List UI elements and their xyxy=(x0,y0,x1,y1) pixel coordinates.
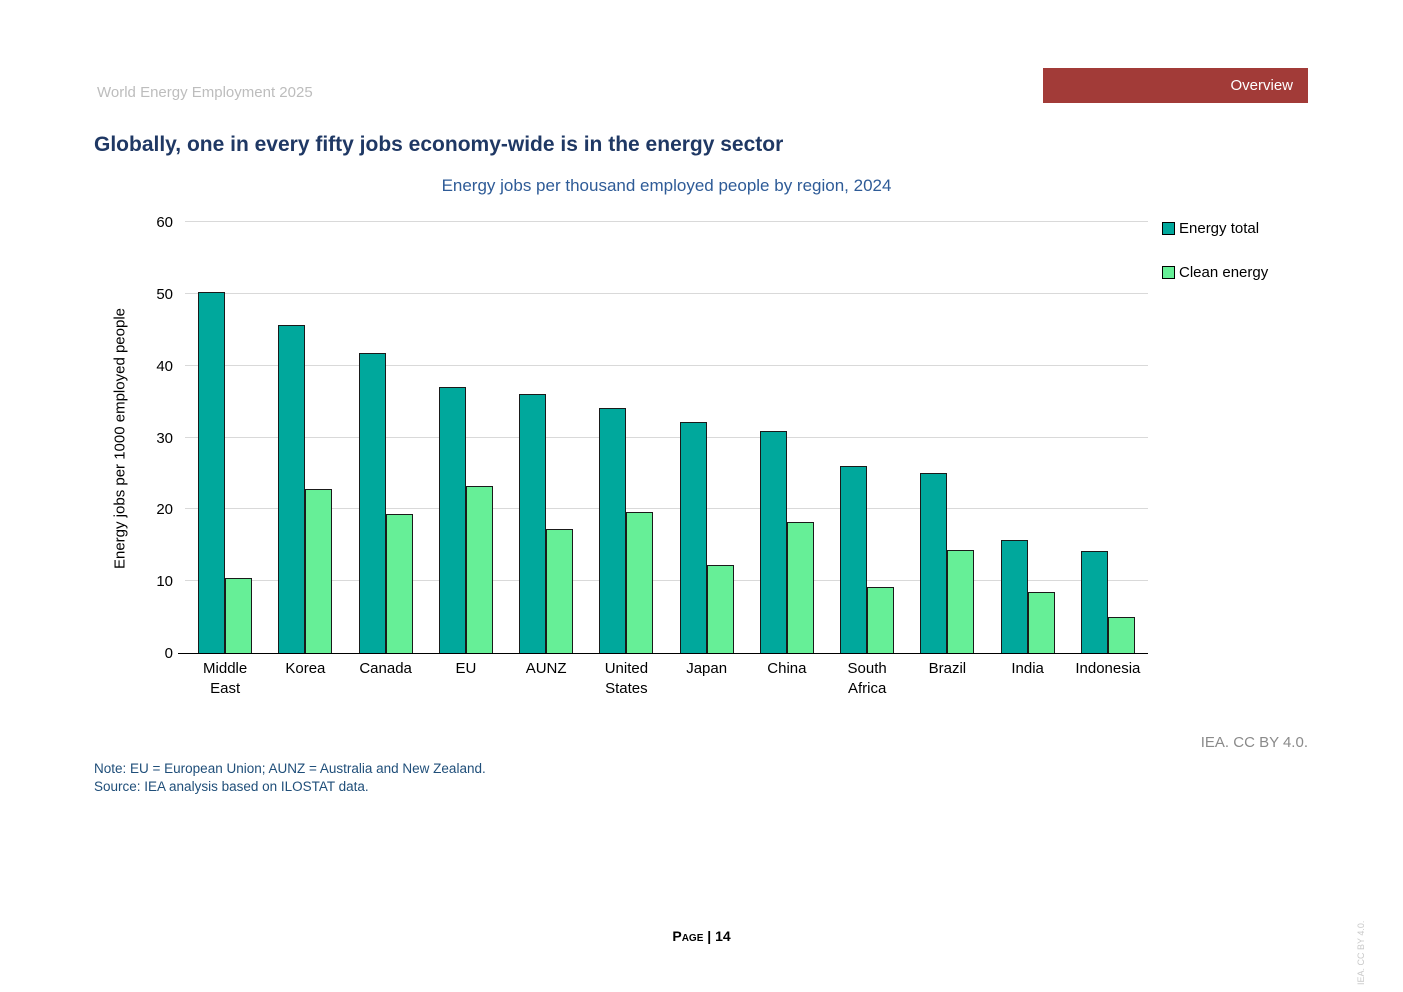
gridline-50 xyxy=(185,292,1148,294)
page-number: Page | 14 xyxy=(672,928,731,944)
bar-clean-energy-china xyxy=(786,521,814,653)
gridline-30 xyxy=(185,436,1148,438)
bar-energy-total-canada xyxy=(358,352,386,653)
gridline-40 xyxy=(185,364,1148,366)
energy-total-swatch-icon xyxy=(1162,222,1175,235)
x-category-label-eu: EU xyxy=(455,660,477,677)
y-tick-label-10: 10 xyxy=(156,573,173,591)
legend-item-energy-total[interactable]: Energy total xyxy=(1162,220,1268,237)
gridline-10 xyxy=(185,580,1148,582)
x-category-label-india: India xyxy=(1011,660,1044,677)
y-tick-label-50: 50 xyxy=(156,285,173,303)
legend: Energy total Clean energy xyxy=(1162,220,1268,308)
bar-energy-total-india xyxy=(1000,539,1028,653)
y-tick-label-20: 20 xyxy=(156,501,173,519)
y-tick-label-0: 0 xyxy=(164,645,173,662)
y-tick-label-60: 60 xyxy=(156,214,173,231)
legend-item-clean-energy[interactable]: Clean energy xyxy=(1162,264,1268,281)
chart-subtitle: Energy jobs per thousand employed people… xyxy=(441,176,892,195)
bar-energy-total-brazil xyxy=(920,473,948,653)
bar-energy-total-united-states xyxy=(599,408,627,653)
x-category-label-south-africa: South Africa xyxy=(847,660,887,697)
bar-clean-energy-middle-east xyxy=(225,577,253,653)
attribution: IEA. CC BY 4.0. xyxy=(1200,734,1308,751)
x-category-label-canada: Canada xyxy=(359,660,412,677)
bar-energy-total-eu xyxy=(438,387,466,653)
bar-clean-energy-indonesia xyxy=(1107,617,1135,653)
note-line: Note: EU = European Union; AUNZ = Austra… xyxy=(94,761,486,776)
bar-energy-total-middle-east xyxy=(198,292,226,653)
bar-clean-energy-eu xyxy=(465,486,493,653)
x-category-label-middle-east: Middle East xyxy=(203,660,248,697)
bar-clean-energy-united-states xyxy=(626,512,654,653)
overview-banner-label: Overview xyxy=(1230,77,1293,94)
y-axis-title: Energy jobs per 1000 employed people xyxy=(111,308,129,570)
y-tick-label-40: 40 xyxy=(156,357,173,375)
overview-banner[interactable]: Overview xyxy=(1043,68,1308,103)
bar-energy-total-japan xyxy=(679,422,707,653)
bar-clean-energy-korea xyxy=(305,489,333,653)
x-axis-line xyxy=(178,652,1148,654)
bar-clean-energy-south-africa xyxy=(867,586,895,653)
bar-energy-total-south-africa xyxy=(840,466,868,653)
report-title: World Energy Employment 2025 xyxy=(97,84,313,101)
bar-energy-total-aunz xyxy=(519,393,547,653)
bar-clean-energy-japan xyxy=(706,565,734,653)
y-tick-label-30: 30 xyxy=(156,429,173,447)
bar-clean-energy-india xyxy=(1027,591,1055,653)
x-category-label-indonesia: Indonesia xyxy=(1075,660,1141,677)
bar-energy-total-indonesia xyxy=(1080,551,1108,653)
x-category-label-united-states: United States xyxy=(604,660,649,697)
x-category-label-china: China xyxy=(767,660,807,677)
legend-label-energy-total: Energy total xyxy=(1179,220,1260,237)
gridline-20 xyxy=(185,508,1148,510)
bar-energy-total-korea xyxy=(278,325,306,653)
side-attribution: IEA. CC BY 4.0. xyxy=(1356,920,1366,985)
bar-clean-energy-aunz xyxy=(546,528,574,653)
page-title: Globally, one in every fifty jobs econom… xyxy=(94,133,784,156)
source-line: Source: IEA analysis based on ILOSTAT da… xyxy=(94,779,369,794)
plot-area: 0 10 20 30 40 50 60 Middle East Korea Canada EU AU… xyxy=(156,214,1148,697)
gridline-60 xyxy=(185,221,1148,222)
bar-clean-energy-canada xyxy=(385,513,413,653)
x-category-label-aunz: AUNZ xyxy=(525,660,567,677)
x-category-label-brazil: Brazil xyxy=(928,660,967,677)
clean-energy-swatch-icon xyxy=(1162,266,1175,279)
bar-energy-total-china xyxy=(759,431,787,653)
bar-clean-energy-brazil xyxy=(947,550,975,653)
x-category-label-korea: Korea xyxy=(285,660,326,677)
x-category-label-japan: Japan xyxy=(686,660,728,677)
legend-label-clean-energy: Clean energy xyxy=(1179,264,1269,281)
